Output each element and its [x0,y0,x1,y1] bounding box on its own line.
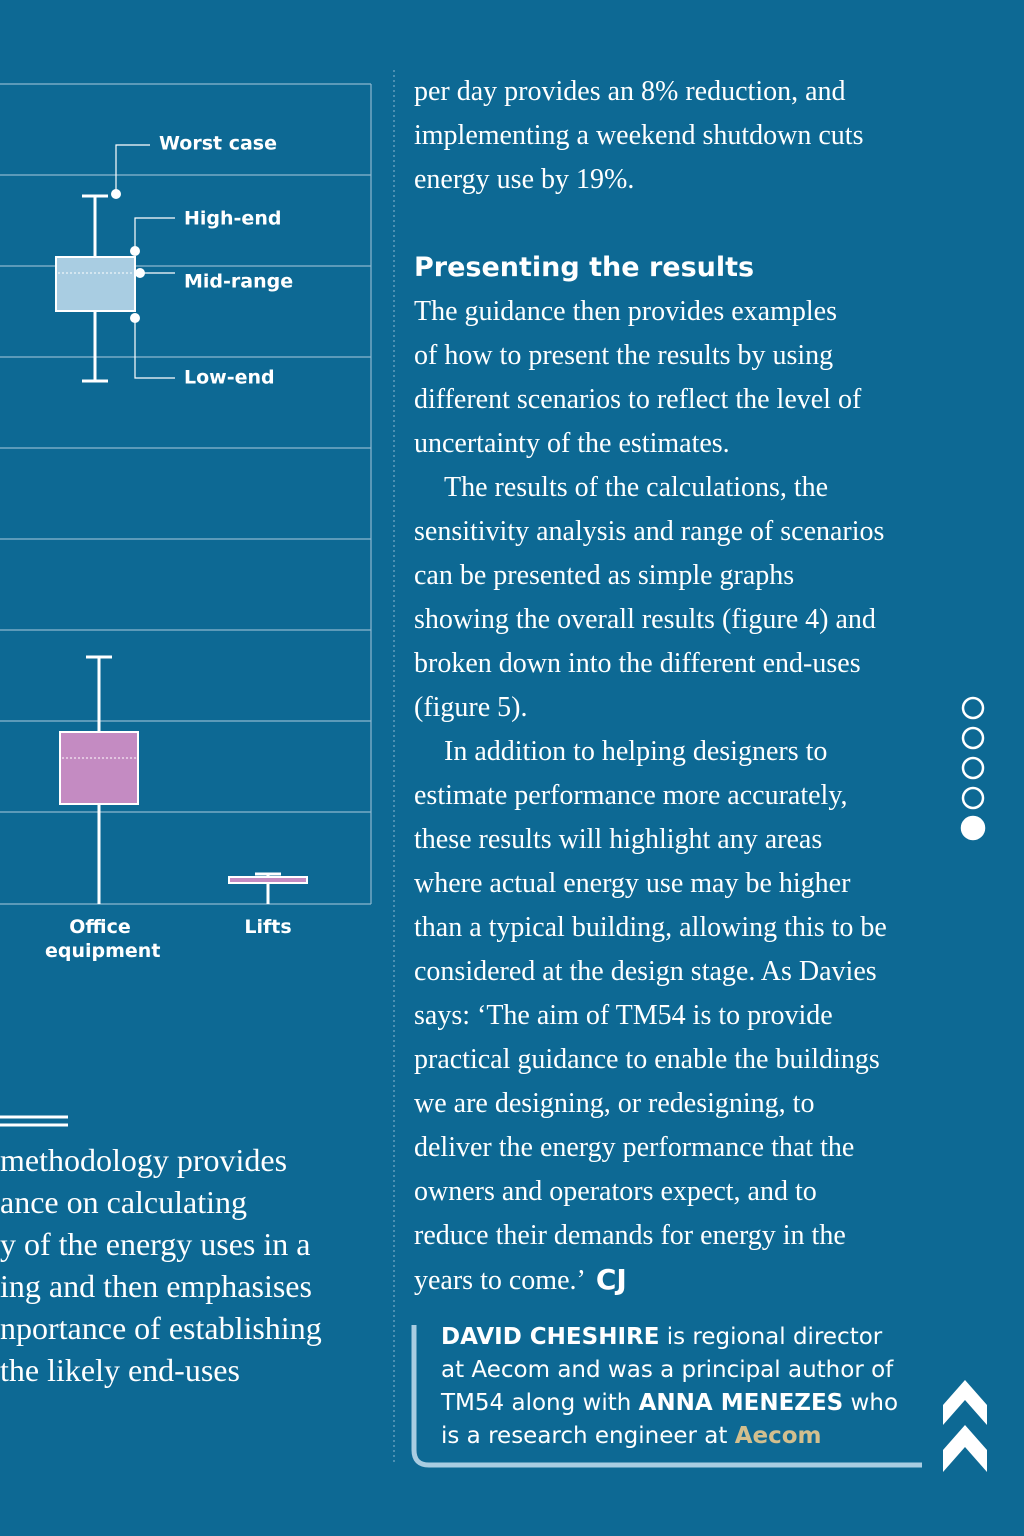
legend-label: High-end [184,208,281,230]
lifts-box [228,872,308,904]
body-line: where actual energy use may be higher [414,868,851,899]
body-line: (figure 5). [414,692,528,723]
pager [960,696,986,841]
sign-off: CJ [595,1263,627,1296]
category-label: Office equipment [45,916,161,962]
body-line: estimate performance more accurately, [414,780,848,811]
body-line: uncertainty of the estimates. [414,428,730,459]
body-line: per day provides an 8% reduction, and [414,76,846,107]
organisation: Aecom [734,1423,822,1449]
quote-rule [0,1115,68,1127]
body-line: these results will highlight any areas [414,824,823,855]
article-column: per day provides an 8% reduction, and imp… [414,70,887,1302]
body-line: different scenarios to reflect the level… [414,384,862,415]
bio-frame [411,1325,922,1468]
section-heading: Presenting the results [414,252,755,283]
body-line: In addition to helping designers to [444,736,828,767]
pull-quote: methodology provides ance on calculating y… [0,1139,322,1391]
body-line: owners and operators expect, and to [414,1176,817,1207]
category-label: Lifts [244,916,292,938]
body-line: broken down into the different end-uses [414,648,861,679]
body-line: practical guidance to enable the buildin… [414,1044,880,1075]
bio-text: is regional director at Aecom and was a … [441,1324,894,1416]
quote-line: the likely end-uses [0,1352,240,1388]
legend-label: Low-end [184,367,275,389]
body-line: The guidance then provides examples [414,296,837,327]
author-name: ANNA MENEZES [638,1390,844,1416]
legend-label: Worst case [159,133,277,155]
body-line: implementing a weekend shutdown cuts [414,120,864,151]
quote-line: ance on calculating [0,1184,247,1220]
quote-line: nportance of establishing [0,1310,322,1346]
body-line: we are designing, or redesigning, to [414,1088,815,1119]
body-line: can be presented as simple graphs [414,560,795,591]
scroll-up-icon[interactable] [943,1380,987,1472]
body-line: than a typical building, allowing this t… [414,912,887,943]
quote-line: ing and then emphasises [0,1268,312,1304]
author-name: DAVID CHESHIRE [441,1324,660,1350]
body-line: reduce their demands for energy in the [414,1220,846,1251]
quote-line: methodology provides [0,1142,288,1178]
quote-line: y of the energy uses in a [0,1226,311,1262]
body-line: years to come.’ CJ [414,1263,627,1296]
body-line: The results of the calculations, the [444,472,829,503]
legend-box-plot [55,144,175,383]
body-line: sensitivity analysis and range of scenar… [414,516,885,547]
body-line: of how to present the results by using [414,340,834,371]
bio: DAVID CHESHIRE is regional director at A… [441,1321,911,1453]
body-line: considered at the design stage. As Davie… [414,956,877,987]
body-line: energy use by 19%. [414,164,635,195]
body-line: says: ‘The aim of TM54 is to provide [414,1000,833,1031]
legend-label: Mid-range [184,271,293,293]
bio-text: who is a research engineer at [441,1390,899,1449]
body-line: showing the overall results (figure 4) a… [414,604,876,635]
body-line: deliver the energy performance that the [414,1132,855,1163]
office-equipment-box [59,655,139,904]
